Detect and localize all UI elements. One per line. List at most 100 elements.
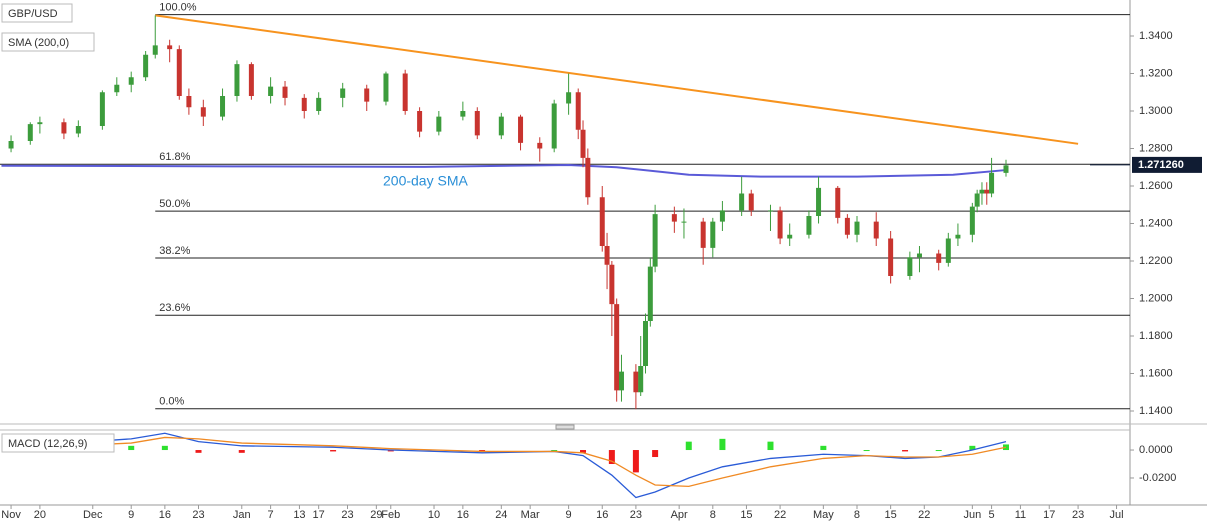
candle-body: [417, 111, 423, 132]
histogram-bar: [935, 450, 942, 452]
histogram-bar: [767, 441, 774, 451]
histogram-bar: [195, 450, 202, 453]
candle-body: [585, 157, 591, 198]
x-tick-label: 22: [918, 509, 930, 521]
candle-body: [234, 64, 240, 96]
candle-body: [460, 111, 466, 117]
candle-body: [873, 221, 879, 239]
y-tick-label: 1.3400: [1139, 30, 1173, 42]
candle-body: [316, 97, 322, 111]
last-price-box: [1132, 156, 1202, 173]
x-tick-label: Jan: [233, 509, 251, 521]
candle-body: [474, 111, 480, 136]
x-tick-label: 29: [370, 509, 382, 521]
x-tick-label: 17: [1043, 509, 1055, 521]
legend-box: [1, 433, 115, 453]
candle-body: [979, 189, 985, 194]
histogram-bar: [580, 450, 587, 453]
candle-body: [114, 84, 120, 93]
candle-body: [99, 92, 105, 126]
candle-body: [604, 246, 610, 265]
candle-body: [652, 214, 658, 267]
candle-body: [186, 96, 192, 108]
y-tick-label: 1.2600: [1139, 180, 1173, 192]
candle-body: [719, 210, 725, 222]
fib-label: 100.0%: [159, 2, 197, 14]
x-tick-label: 15: [885, 509, 897, 521]
fib-label: 0.0%: [159, 396, 184, 408]
candle-body: [128, 77, 134, 85]
candle-body: [710, 221, 716, 248]
x-tick-label: 11: [1015, 509, 1026, 521]
candle-body: [806, 216, 812, 235]
x-tick-label: 17: [313, 509, 325, 521]
x-tick-label: 10: [428, 509, 440, 521]
y-tick-label: 1.1400: [1139, 405, 1173, 417]
legend-box: [1, 3, 73, 23]
x-tick-label: 16: [457, 509, 469, 521]
candle-body: [638, 366, 644, 393]
y-tick-label: 1.1800: [1139, 330, 1173, 342]
candle-body: [907, 257, 913, 276]
candle-body: [301, 97, 307, 111]
legend-label: GBP/USD: [8, 8, 58, 20]
x-tick-label: Nov: [1, 509, 21, 521]
candle-body: [1003, 165, 1009, 173]
histogram-bar: [719, 438, 726, 451]
y-tick-label: 0.0000: [1139, 444, 1173, 456]
candle-body: [609, 264, 615, 305]
candle-body: [888, 238, 894, 276]
candle-body: [916, 253, 922, 258]
x-tick-label: 24: [495, 509, 507, 521]
x-tick-label: 16: [159, 509, 171, 521]
macd-line: [11, 436, 1007, 488]
x-tick-label: 22: [774, 509, 786, 521]
x-tick-label: 5: [989, 509, 995, 521]
sma-line: [1, 163, 1007, 178]
candle-body: [984, 189, 990, 194]
legend-label: MACD (12,26,9): [8, 438, 87, 450]
candle-body: [844, 217, 850, 235]
y-tick-label: 1.2000: [1139, 292, 1173, 304]
x-tick-label: 15: [740, 509, 752, 521]
x-tick-label: 20: [34, 509, 46, 521]
candle-body: [575, 92, 581, 130]
candle-body: [551, 103, 557, 149]
candle-body: [436, 116, 442, 132]
x-tick-label: 7: [268, 509, 274, 521]
histogram-bar: [161, 445, 168, 451]
histogram-bar: [330, 450, 337, 452]
macd-line: [11, 432, 1007, 499]
candle-body: [700, 221, 706, 248]
x-tick-label: 9: [128, 509, 134, 521]
candle-body: [75, 126, 81, 134]
candle-body: [402, 73, 408, 111]
histogram-bar: [479, 450, 486, 452]
candle-body: [580, 129, 586, 158]
candle-body: [955, 234, 961, 239]
candle-body: [647, 266, 653, 321]
candle-body: [498, 116, 504, 136]
candle-body: [143, 54, 149, 78]
candle-body: [340, 88, 346, 98]
candle-body: [854, 221, 860, 235]
candle-body: [518, 116, 524, 143]
y-tick-label: 1.1600: [1139, 367, 1173, 379]
x-tick-label: 13: [293, 509, 305, 521]
x-tick-label: May: [813, 509, 834, 521]
candle-body: [566, 92, 572, 104]
candle-body: [599, 197, 605, 246]
candle-body: [777, 210, 783, 239]
pane-handle: [555, 424, 575, 430]
histogram-bar: [608, 450, 615, 465]
candle-body: [200, 107, 206, 117]
histogram-bar: [238, 450, 245, 453]
x-tick-label: 8: [854, 509, 860, 521]
candle-body: [739, 193, 745, 211]
candle-body: [383, 73, 389, 102]
fib-label: 50.0%: [159, 198, 190, 210]
fib-label: 61.8%: [159, 151, 190, 163]
y-tick-label: 1.2200: [1139, 255, 1173, 267]
candle-body: [936, 253, 942, 263]
